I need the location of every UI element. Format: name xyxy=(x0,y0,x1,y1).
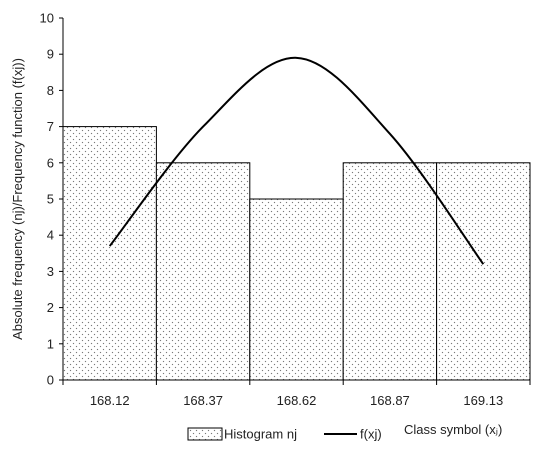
y-tick-label: 6 xyxy=(47,155,54,170)
legend-line-label: f(xj) xyxy=(360,427,382,442)
y-tick-label: 3 xyxy=(47,264,54,279)
y-tick-label: 7 xyxy=(47,119,54,134)
histogram-bar-169.13 xyxy=(436,162,531,381)
y-tick-label: 0 xyxy=(47,373,54,388)
legend-histogram-swatch xyxy=(187,427,223,441)
frequency-function-line xyxy=(108,56,485,265)
y-tick-label: 4 xyxy=(47,228,54,243)
frequency-function-line-layer xyxy=(108,56,485,265)
x-tick-label: 168.37 xyxy=(183,393,223,408)
y-tick-label: 5 xyxy=(47,192,54,207)
x-tick-label: 169.13 xyxy=(463,393,503,408)
y-tick-label: 8 xyxy=(47,83,54,98)
y-tick-label: 10 xyxy=(40,11,54,26)
x-axis-title: Class symbol (xⱼ) xyxy=(404,422,502,437)
histogram-bars xyxy=(62,126,531,381)
y-tick-label: 2 xyxy=(47,300,54,315)
histogram-bar-168.37 xyxy=(155,162,251,381)
y-tick-label: 9 xyxy=(47,47,54,62)
histogram-bar-168.62 xyxy=(249,198,344,381)
y-axis-title: Absolute frequency (nj)/Frequency functi… xyxy=(10,58,25,340)
x-tick-label: 168.62 xyxy=(277,393,317,408)
legend: Histogram nj f(xj) xyxy=(187,427,382,442)
legend-histogram-label: Histogram nj xyxy=(224,427,297,442)
histogram-bar-168.87 xyxy=(342,162,438,381)
histogram-bar-168.12 xyxy=(62,126,157,381)
y-tick-label: 1 xyxy=(47,336,54,351)
x-tick-label: 168.87 xyxy=(370,393,410,408)
tick-labels: 0 1 2 3 4 5 6 7 8 9 10 168.12 168.37 168.62 168.87 169.… xyxy=(40,11,531,408)
x-tick-label: 168.12 xyxy=(90,393,130,408)
